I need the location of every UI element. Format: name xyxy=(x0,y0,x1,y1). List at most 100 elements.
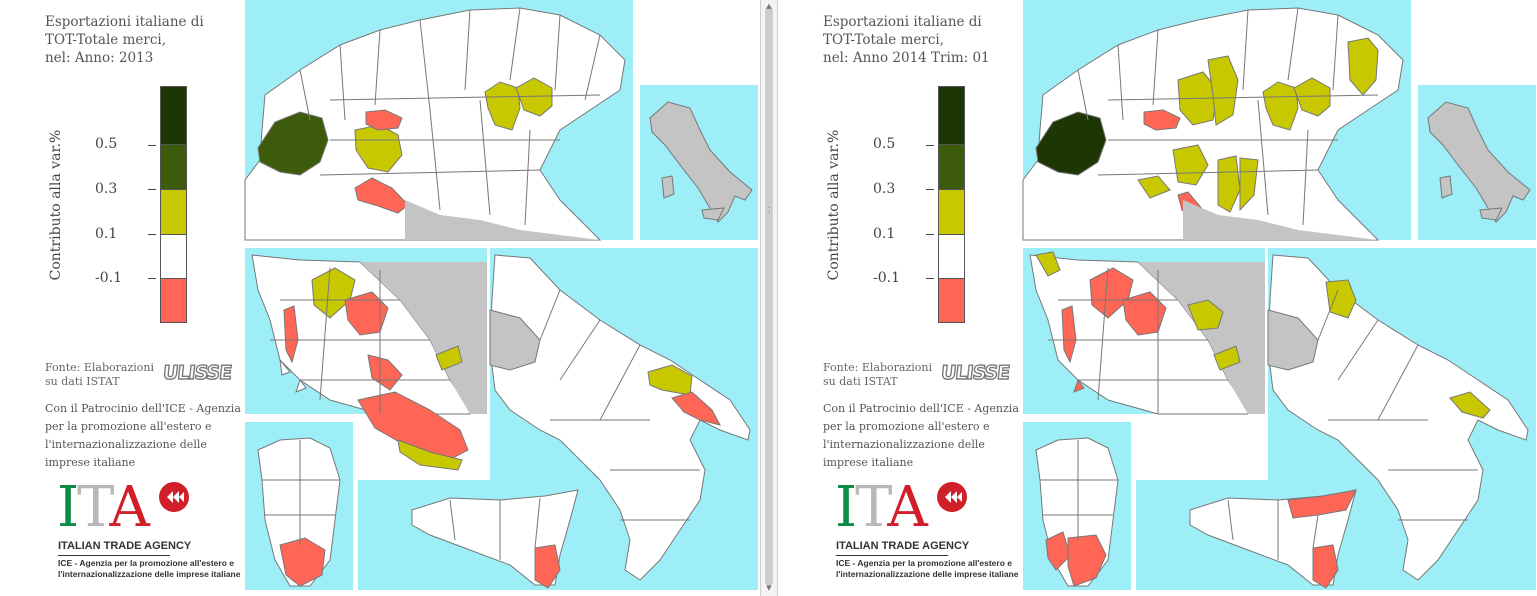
ita-subtitle-line: ICE - Agenzia per la promozione all'este… xyxy=(836,558,1012,568)
legend-swatch xyxy=(939,279,964,322)
legend-color-bar xyxy=(938,86,965,323)
legend-tick-mark xyxy=(148,145,156,146)
south-region-landmass xyxy=(489,254,751,581)
italy-overview-sardinia xyxy=(661,175,675,199)
right-map-panel: Esportazioni italiane di TOT-Totale merc… xyxy=(778,0,1537,596)
province-massa-carrara xyxy=(1035,251,1061,277)
ita-subtitle: ICE - Agenzia per la promozione all'este… xyxy=(836,558,1018,580)
legend-swatch xyxy=(939,87,964,145)
province-latina xyxy=(397,439,463,471)
province-ancona xyxy=(1187,299,1224,331)
province-torino xyxy=(257,111,329,176)
province-torino xyxy=(1035,111,1107,176)
ita-subtitle-line: l'internazionalizzazione delle imprese i… xyxy=(58,569,241,579)
legend-tick-label: -0.1 xyxy=(95,270,122,286)
source-note: Fonte: Elaborazioni su dati ISTAT xyxy=(823,361,932,388)
province-perugia xyxy=(367,354,403,391)
splitter-grip-icon[interactable]: ⋮ xyxy=(765,206,773,215)
province-pescara xyxy=(435,345,463,371)
province-modena xyxy=(1217,155,1241,213)
ita-logo: ITA ITALIAN TRADE AGENCY ICE - Agenzia p… xyxy=(835,475,1018,590)
central-nodata-area xyxy=(360,262,487,414)
legend-swatch xyxy=(939,235,964,279)
legend-tick-mark xyxy=(148,278,156,279)
patronage-text: Con il Patrocinio dell'ICE - Agenzia per… xyxy=(45,402,241,469)
sea-nodata-area xyxy=(1183,200,1378,240)
province-verona xyxy=(1262,81,1299,131)
legend-tick-label: 0.1 xyxy=(95,226,118,242)
choropleth-map xyxy=(1022,0,1536,590)
province-livorno xyxy=(1061,305,1077,364)
ita-chevron-icon xyxy=(937,482,967,512)
legend-swatch xyxy=(939,190,964,235)
province-verona xyxy=(484,81,521,131)
sea-nodata-area xyxy=(405,200,600,240)
legend-tick-mark xyxy=(926,145,934,146)
ita-logo: ITA ITALIAN TRADE AGENCY ICE - Agenzia p… xyxy=(57,475,240,590)
ita-subtitle-line: ICE - Agenzia per la promozione all'este… xyxy=(58,558,234,568)
legend-tick-label: 0.3 xyxy=(873,181,896,197)
province-piacenza xyxy=(1172,144,1209,186)
province-cagliari xyxy=(1067,534,1107,587)
province-vicenza xyxy=(515,77,553,117)
italy-overview-sicily xyxy=(1479,207,1503,221)
choropleth-map xyxy=(244,0,758,590)
province-genova xyxy=(1137,175,1171,199)
south-nodata-area xyxy=(1267,309,1319,371)
south-region-landmass xyxy=(1267,254,1529,581)
province-como xyxy=(365,109,403,131)
province-como xyxy=(1143,109,1181,131)
province-borders xyxy=(299,7,601,226)
legend-swatch xyxy=(161,190,186,235)
map-title: Esportazioni italiane di TOT-Totale merc… xyxy=(823,14,990,66)
province-udine xyxy=(1347,37,1379,96)
ita-subtitle: ICE - Agenzia per la promozione all'este… xyxy=(58,558,240,580)
legend-tick-label: 0.1 xyxy=(873,226,896,242)
scrollbar-thumb[interactable] xyxy=(765,6,773,586)
legend-tick-label: 0.3 xyxy=(95,181,118,197)
scroll-up-icon[interactable]: ▲ xyxy=(766,2,772,10)
province-livorno xyxy=(283,305,299,364)
province-brescia xyxy=(1207,55,1239,126)
legend-swatch xyxy=(161,87,186,145)
ita-logo-letters: ITA xyxy=(835,475,928,540)
province-carbonia xyxy=(1045,531,1071,571)
province-roma xyxy=(357,391,469,463)
legend-tick-label: 0.5 xyxy=(95,136,118,152)
province-foggia xyxy=(1325,279,1357,319)
province-siracusa xyxy=(1312,544,1339,589)
legend-swatch xyxy=(161,145,186,190)
central-nodata-area xyxy=(1138,262,1265,414)
legend-tick-label: -0.1 xyxy=(873,270,900,286)
legend-tick-mark xyxy=(148,234,156,235)
province-siracusa xyxy=(534,544,561,589)
legend-color-bar xyxy=(160,86,187,323)
province-pescara xyxy=(1213,345,1241,371)
south-nodata-area xyxy=(489,309,541,371)
province-taranto xyxy=(671,391,721,426)
pane-splitter[interactable]: ⋮ ▲ ▼ xyxy=(760,0,778,596)
province-cagliari xyxy=(279,537,326,587)
north-region-landmass xyxy=(1022,7,1404,241)
legend-swatch xyxy=(939,145,964,190)
province-genova xyxy=(354,177,409,214)
italy-overview-shape xyxy=(1427,101,1531,223)
source-note: Fonte: Elaborazioni su dati ISTAT xyxy=(45,361,154,388)
legend-swatch xyxy=(161,279,186,322)
scroll-down-icon[interactable]: ▼ xyxy=(766,584,772,592)
ita-name: ITALIAN TRADE AGENCY xyxy=(58,540,192,552)
province-taranto xyxy=(1449,391,1491,419)
italy-overview-shape xyxy=(649,101,753,223)
ita-divider xyxy=(58,555,170,556)
ita-divider xyxy=(836,555,948,556)
north-region-landmass xyxy=(244,7,626,241)
province-borders xyxy=(1077,7,1379,226)
italy-overview-sardinia xyxy=(1439,175,1453,199)
legend-tick-mark xyxy=(926,189,934,190)
ita-chevron-icon xyxy=(159,482,189,512)
legend-tick-mark xyxy=(926,234,934,235)
legend-tick-mark xyxy=(926,278,934,279)
map-title: Esportazioni italiane di TOT-Totale merc… xyxy=(45,14,204,66)
ita-logo-letters: ITA xyxy=(57,475,150,540)
legend-tick-label: 0.5 xyxy=(873,136,896,152)
